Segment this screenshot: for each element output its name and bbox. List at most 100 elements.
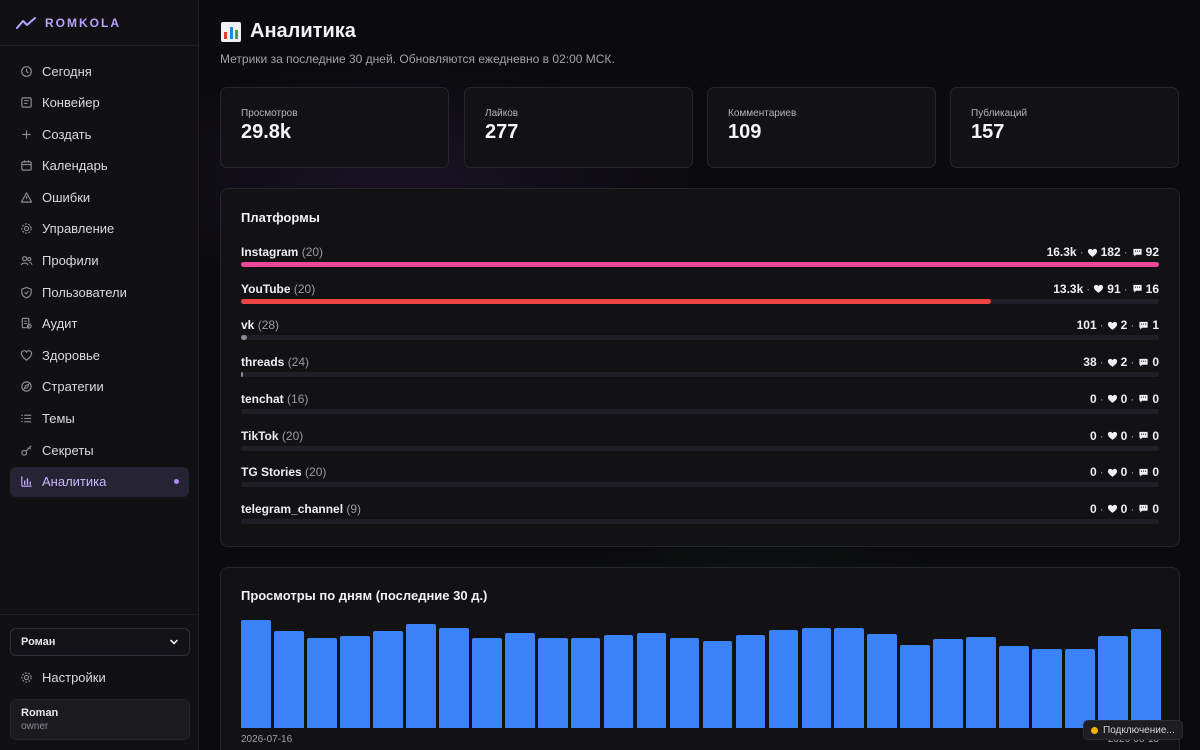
separator: · (1130, 465, 1135, 480)
platform-stats: 38 · 2 · 0 (1083, 355, 1159, 369)
brand[interactable]: ROMKOLA (0, 0, 198, 46)
platform-row: YouTube (20) 13.3k · 91 · 16 (241, 282, 1159, 312)
user-card[interactable]: Roman owner (10, 699, 190, 740)
platform-post-count: (20) (293, 281, 316, 296)
platform-likes: 91 (1107, 281, 1121, 296)
sidebar-item-label: Ошибки (42, 189, 91, 205)
chart-bar[interactable] (900, 644, 931, 728)
platform-label: telegram_channel (241, 501, 344, 516)
platform-label: TG Stories (241, 465, 302, 480)
chart-bar[interactable] (570, 638, 601, 728)
stat-label: Публикаций (971, 108, 1028, 119)
sidebar-item-10[interactable]: Стратегии (10, 372, 189, 402)
platform-views: 38 (1083, 355, 1097, 370)
chart-bar[interactable] (504, 632, 535, 728)
comment-icon (1138, 320, 1152, 331)
platform-progress-fill (241, 298, 991, 304)
chart-bar[interactable] (241, 620, 271, 728)
chart-bar[interactable] (471, 638, 502, 728)
separator: · (1130, 428, 1135, 443)
strategy-icon (20, 380, 33, 393)
platform-label: tenchat (241, 391, 284, 406)
separator: · (1130, 355, 1135, 370)
platform-likes: 0 (1120, 465, 1128, 480)
heart-icon (1107, 503, 1121, 514)
platform-post-count: (9) (346, 501, 362, 516)
sidebar-item-label: Пользователи (42, 284, 127, 300)
bar-chart-icon (20, 475, 33, 488)
separator: · (1123, 245, 1128, 259)
heart-icon (1107, 320, 1121, 331)
chart-bar[interactable] (1098, 636, 1129, 728)
sidebar-item-9[interactable]: Здоровье (10, 340, 189, 370)
sidebar-item-7[interactable]: Пользователи (10, 277, 189, 307)
chart-bar[interactable] (933, 639, 964, 728)
shield-icon (20, 286, 33, 299)
sidebar-item-5[interactable]: Управление (10, 214, 189, 244)
chart-bar[interactable] (1065, 649, 1096, 728)
page-subtitle: Метрики за последние 30 дней. Обновляютс… (220, 52, 615, 66)
sidebar-item-0[interactable]: Сегодня (10, 56, 189, 86)
page-title-text: Аналитика (250, 20, 356, 42)
chart-bar[interactable] (702, 640, 733, 728)
chart-bar[interactable] (537, 638, 568, 728)
chart-bar[interactable] (999, 645, 1030, 728)
plus-icon (20, 128, 33, 141)
separator: · (1130, 391, 1135, 406)
chart-bar[interactable] (669, 638, 700, 728)
separator: · (1130, 501, 1135, 516)
platform-row: TG Stories (20) 0 · 0 · 0 (241, 465, 1159, 495)
comment-icon (1138, 503, 1152, 514)
chart-bar[interactable] (768, 629, 799, 728)
sidebar-item-1[interactable]: Конвейер (10, 88, 189, 118)
stat-card-comments: Комментариев 109 (707, 87, 936, 168)
platform-label: vk (241, 318, 255, 333)
platform-name: YouTube (20) (241, 282, 315, 296)
platform-label: YouTube (241, 281, 291, 296)
platform-progress-track (241, 262, 1159, 267)
sidebar-item-11[interactable]: Темы (10, 404, 189, 434)
platform-row: Instagram (20) 16.3k · 182 · 92 (241, 245, 1159, 275)
list-icon (20, 412, 33, 425)
platform-comments: 1 (1152, 318, 1159, 333)
sidebar-item-label: Темы (42, 411, 75, 427)
chart-bar[interactable] (735, 635, 766, 728)
platform-likes: 2 (1120, 318, 1128, 333)
sidebar-item-3[interactable]: Календарь (10, 151, 189, 181)
heart-icon (1107, 430, 1121, 441)
chart-bar[interactable] (438, 627, 469, 728)
profile-select-value: Роман (21, 636, 56, 648)
chart-bar[interactable] (372, 630, 403, 728)
chart-bar[interactable] (306, 638, 337, 728)
separator: · (1079, 245, 1084, 259)
chart-bar[interactable] (1131, 628, 1161, 728)
platform-likes: 0 (1120, 391, 1128, 406)
chart-bar[interactable] (636, 632, 667, 728)
platform-name: TikTok (20) (241, 429, 303, 443)
chart-bar[interactable] (834, 627, 865, 728)
sidebar-item-8[interactable]: Аудит (10, 309, 189, 339)
platform-comments: 0 (1152, 355, 1159, 370)
chart-bar[interactable] (405, 624, 436, 728)
chart-bar[interactable] (273, 630, 304, 728)
chart-bar[interactable] (966, 637, 997, 728)
chart-bar[interactable] (1032, 649, 1063, 728)
platform-name: telegram_channel (9) (241, 502, 361, 516)
sidebar-item-13[interactable]: Аналитика (10, 466, 189, 497)
sidebar-item-settings[interactable]: Настройки (10, 662, 189, 692)
sidebar-item-12[interactable]: Секреты (10, 435, 189, 465)
platform-post-count: (20) (305, 465, 327, 480)
sidebar-item-label: Стратегии (42, 379, 104, 395)
sidebar-item-6[interactable]: Профили (10, 246, 189, 276)
sidebar-divider (0, 614, 199, 615)
sidebar-item-2[interactable]: Создать (10, 119, 189, 149)
chart-bar[interactable] (801, 627, 832, 728)
sidebar-item-label: Конвейер (42, 95, 100, 111)
sidebar-item-4[interactable]: Ошибки (10, 182, 189, 212)
platform-views: 0 (1089, 391, 1097, 406)
chart-bar[interactable] (867, 634, 898, 728)
profile-select[interactable]: Роман (10, 628, 190, 656)
pipeline-icon (20, 96, 33, 109)
chart-bar[interactable] (603, 635, 634, 728)
chart-bar[interactable] (339, 636, 370, 728)
